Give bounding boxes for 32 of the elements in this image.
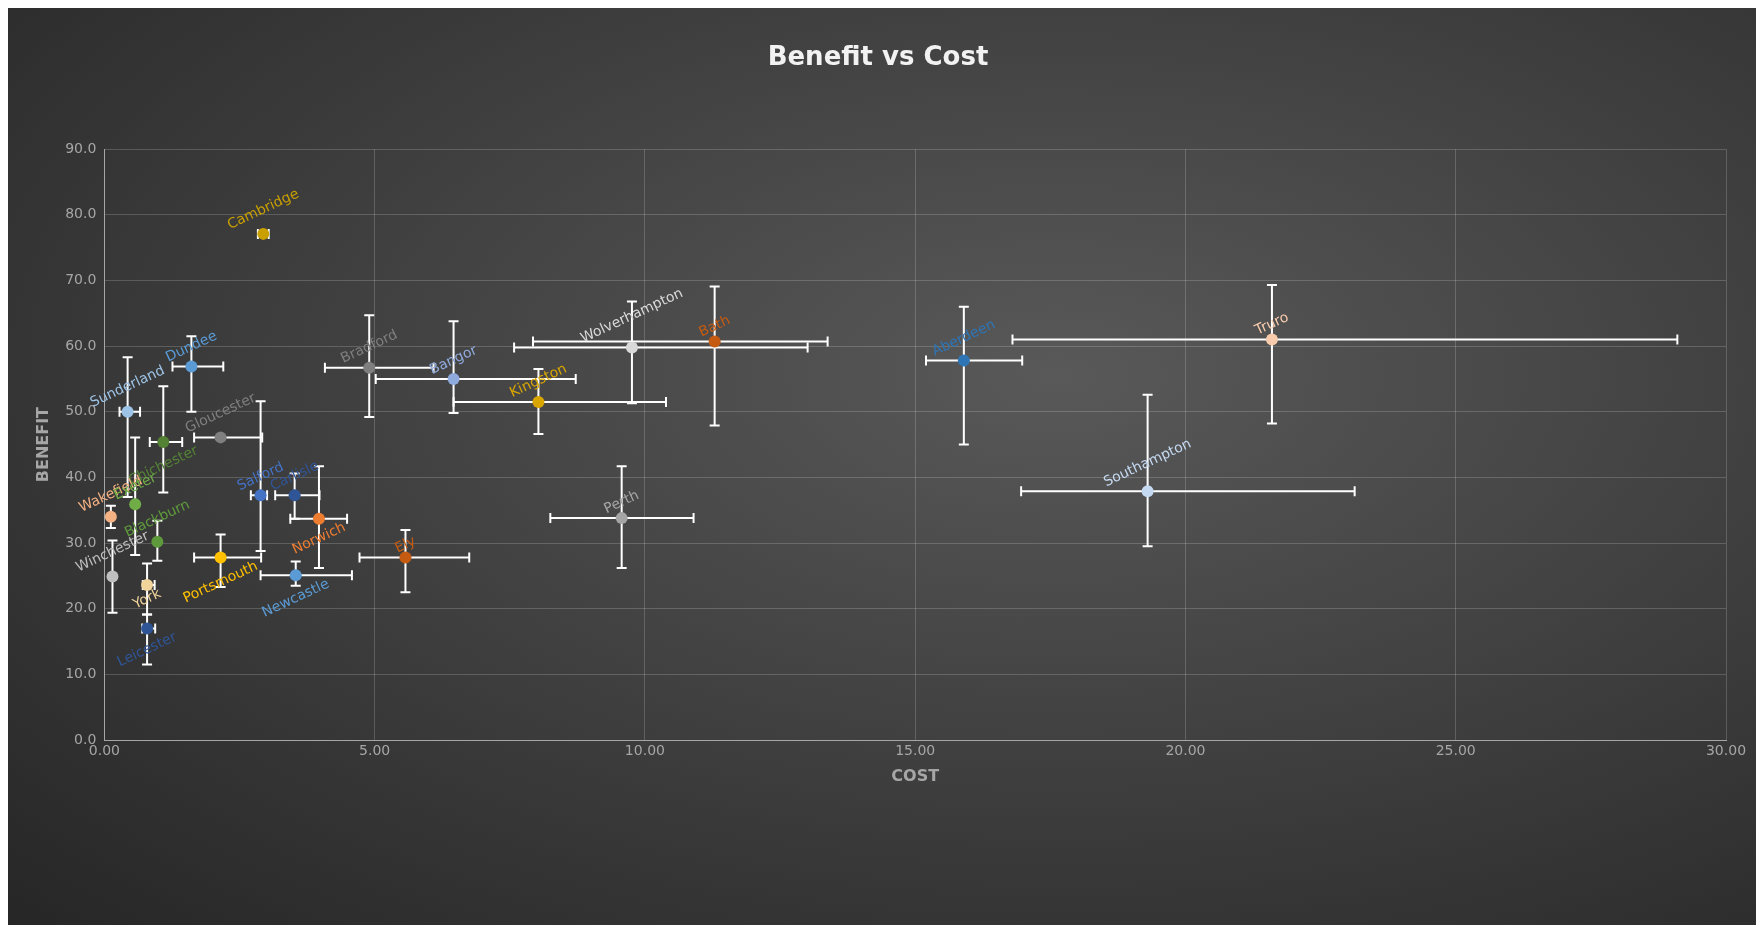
x-tick-label: 10.00 <box>624 742 665 759</box>
y-tick-label: 60.0 <box>65 336 97 353</box>
point <box>1265 333 1278 346</box>
point <box>214 431 227 444</box>
point <box>254 489 267 502</box>
text: Truro <box>1251 308 1291 339</box>
point <box>288 489 301 502</box>
x-tick-label: 20.00 <box>1165 742 1206 759</box>
point <box>399 551 412 564</box>
text: York <box>129 584 164 612</box>
y-axis-title: BENEFIT <box>32 406 52 483</box>
x-tick-label: 15.00 <box>895 742 936 759</box>
point <box>615 512 628 525</box>
x-axis-title: COST <box>891 765 940 785</box>
point <box>625 341 638 354</box>
point <box>185 360 198 373</box>
y-tick-label: 10.0 <box>65 665 97 681</box>
text: Perth <box>601 486 642 517</box>
text: Bath <box>695 311 733 340</box>
x-tick-label: 5.00 <box>359 742 391 759</box>
y-tick-label: 80.0 <box>65 205 97 222</box>
point <box>708 335 721 348</box>
point <box>1141 485 1154 498</box>
y-tick-label: 70.0 <box>65 271 97 288</box>
x-tick-label: 30.00 <box>1705 742 1747 759</box>
point <box>106 570 119 583</box>
y-tick-label: 90.0 <box>65 139 97 156</box>
x-tick-label: 0.00 <box>88 742 120 759</box>
y-tick-label: 20.0 <box>65 599 97 616</box>
x-tick-label: 25.00 <box>1435 742 1476 759</box>
text: Ely <box>391 532 418 556</box>
chart-title: Benefit vs Cost <box>767 41 989 72</box>
